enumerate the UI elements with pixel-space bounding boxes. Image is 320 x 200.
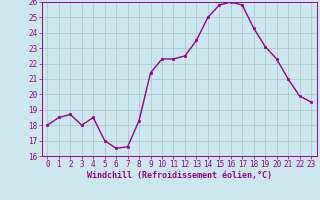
X-axis label: Windchill (Refroidissement éolien,°C): Windchill (Refroidissement éolien,°C) xyxy=(87,171,272,180)
